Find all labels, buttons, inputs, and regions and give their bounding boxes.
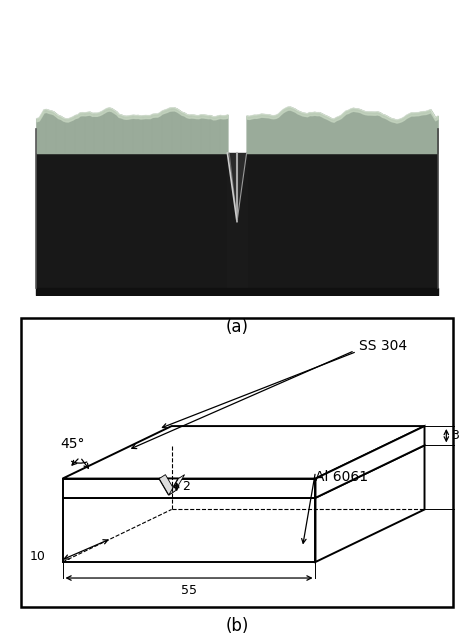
Polygon shape bbox=[36, 153, 228, 288]
Polygon shape bbox=[63, 479, 316, 498]
Polygon shape bbox=[246, 153, 438, 288]
Text: Al 6061: Al 6061 bbox=[316, 470, 369, 484]
Text: 3: 3 bbox=[452, 429, 459, 442]
Polygon shape bbox=[159, 475, 175, 495]
Text: SS 304: SS 304 bbox=[359, 339, 407, 353]
Text: 2: 2 bbox=[182, 480, 190, 493]
Polygon shape bbox=[228, 153, 246, 221]
Text: (b): (b) bbox=[225, 618, 249, 634]
Polygon shape bbox=[63, 426, 425, 479]
Text: 55: 55 bbox=[181, 585, 197, 597]
Polygon shape bbox=[316, 445, 425, 562]
Polygon shape bbox=[63, 445, 425, 498]
Polygon shape bbox=[316, 426, 425, 498]
Polygon shape bbox=[63, 498, 316, 562]
Polygon shape bbox=[169, 475, 184, 495]
Text: 45°: 45° bbox=[60, 437, 85, 451]
Polygon shape bbox=[159, 479, 178, 495]
Text: (a): (a) bbox=[226, 318, 248, 337]
Text: 10: 10 bbox=[29, 550, 45, 562]
